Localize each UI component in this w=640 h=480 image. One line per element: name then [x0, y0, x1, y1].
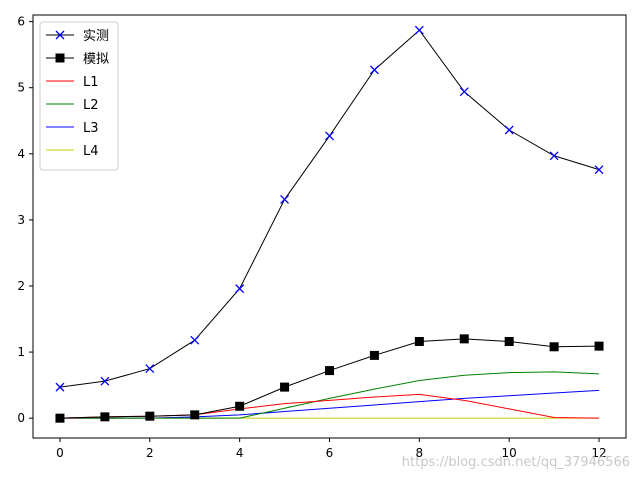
legend-item: L3	[46, 121, 99, 136]
x-tick-label: 6	[326, 446, 334, 460]
series-1	[55, 25, 604, 392]
data-point	[594, 341, 604, 351]
data-point	[325, 131, 334, 141]
y-tick-label: 4	[17, 147, 25, 161]
legend-box	[39, 21, 119, 171]
data-point	[369, 65, 379, 75]
data-point	[504, 125, 514, 135]
legend-marker	[55, 53, 65, 63]
data-point	[369, 350, 379, 360]
legend-item: L2	[46, 98, 99, 113]
data-point	[190, 335, 200, 345]
data-point	[414, 337, 424, 347]
legend-label: L3	[83, 121, 99, 136]
y-tick-label: 5	[17, 81, 25, 95]
data-point	[459, 87, 469, 97]
legend-item: 模拟	[46, 52, 109, 67]
x-tick-label: 10	[502, 446, 517, 460]
legend-label: L2	[83, 98, 99, 113]
data-point	[504, 337, 514, 347]
y-tick-label: 1	[17, 345, 25, 359]
legend-marker	[55, 30, 65, 40]
x-tick-label: 4	[236, 446, 244, 460]
x-tick-label: 8	[416, 446, 424, 460]
legend-item: L4	[46, 144, 99, 159]
data-point	[280, 194, 290, 204]
data-point	[235, 401, 245, 411]
data-point	[100, 376, 110, 386]
legend-label: 实测	[83, 29, 109, 44]
legend-label: L1	[83, 75, 99, 90]
legend-label: L4	[83, 144, 99, 159]
y-tick-label: 6	[17, 15, 25, 29]
data-point	[594, 165, 604, 175]
data-point	[235, 284, 245, 294]
data-point	[280, 382, 290, 392]
legend-label: 模拟	[83, 52, 109, 67]
y-axis: 0 1 2 3 4 5 6	[17, 15, 33, 425]
legend-item: 实测	[46, 29, 109, 44]
watermark: https://blog.csdn.net/qq_37946566	[401, 455, 630, 470]
data-point	[549, 342, 559, 352]
data-point	[325, 366, 334, 376]
data-point	[145, 364, 155, 374]
y-tick-label: 2	[17, 279, 25, 293]
data-point	[549, 151, 559, 161]
data-point	[55, 413, 65, 423]
data-point	[145, 411, 155, 421]
data-point	[414, 25, 424, 35]
data-point	[190, 410, 200, 420]
series-layer	[55, 25, 604, 423]
x-tick-label: 12	[591, 446, 606, 460]
data-point	[100, 412, 110, 422]
data-point	[459, 334, 469, 344]
legend-item: L1	[46, 75, 99, 90]
series-2	[55, 334, 604, 423]
x-axis: 0 2 4 6 8 10 12	[56, 438, 607, 460]
y-tick-label: 0	[17, 411, 25, 425]
x-tick-label: 2	[146, 446, 154, 460]
data-point	[55, 382, 65, 392]
x-tick-label: 0	[56, 446, 64, 460]
y-tick-label: 3	[17, 213, 25, 227]
